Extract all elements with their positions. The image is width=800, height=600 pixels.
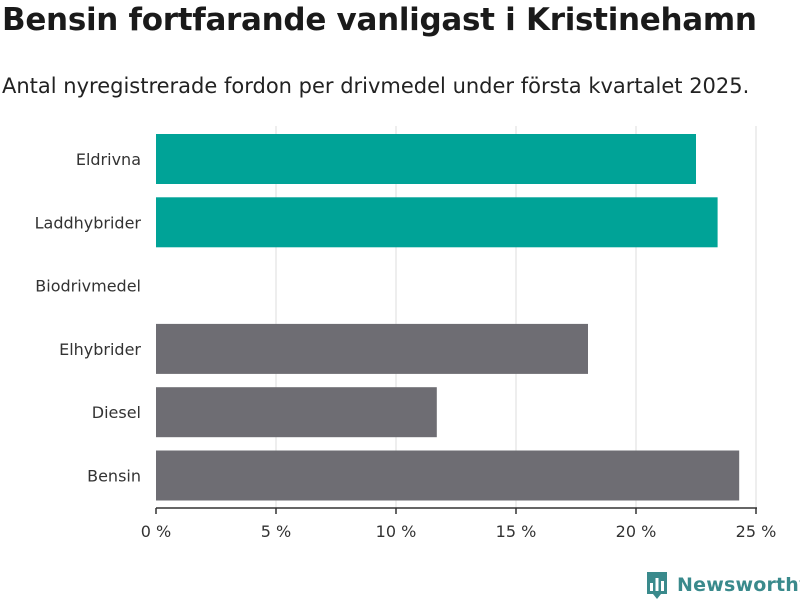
x-tick-label-1: 5 % [261, 522, 291, 541]
bar-eldrivna [156, 134, 696, 184]
x-tick-label-5: 25 % [736, 522, 777, 541]
x-tick-label-0: 0 % [141, 522, 171, 541]
brand-logo: Newsworthy [645, 570, 800, 600]
bar-diesel [156, 387, 437, 438]
x-tick-label-3: 15 % [496, 522, 537, 541]
bar-elhybrider [156, 323, 588, 374]
x-tick-label-4: 20 % [616, 522, 657, 541]
bar-bensin [156, 450, 740, 501]
x-tick-label-2: 10 % [376, 522, 417, 541]
category-label-elhybrider: Elhybrider [59, 340, 141, 359]
bar-chart-logo-icon [647, 572, 667, 599]
category-label-diesel: Diesel [92, 403, 141, 422]
chart-subtitle: Antal nyregistrerade fordon per drivmede… [2, 74, 750, 98]
bar-laddhybrider [156, 197, 718, 248]
category-label-biodrivmedel: Biodrivmedel [35, 277, 141, 296]
category-label-laddhybrider: Laddhybrider [35, 213, 142, 232]
chart-title: Bensin fortfarande vanligast i Kristineh… [2, 2, 757, 38]
category-label-eldrivna: Eldrivna [76, 150, 141, 169]
category-label-bensin: Bensin [87, 467, 141, 486]
brand-name: Newsworthy [677, 574, 800, 596]
